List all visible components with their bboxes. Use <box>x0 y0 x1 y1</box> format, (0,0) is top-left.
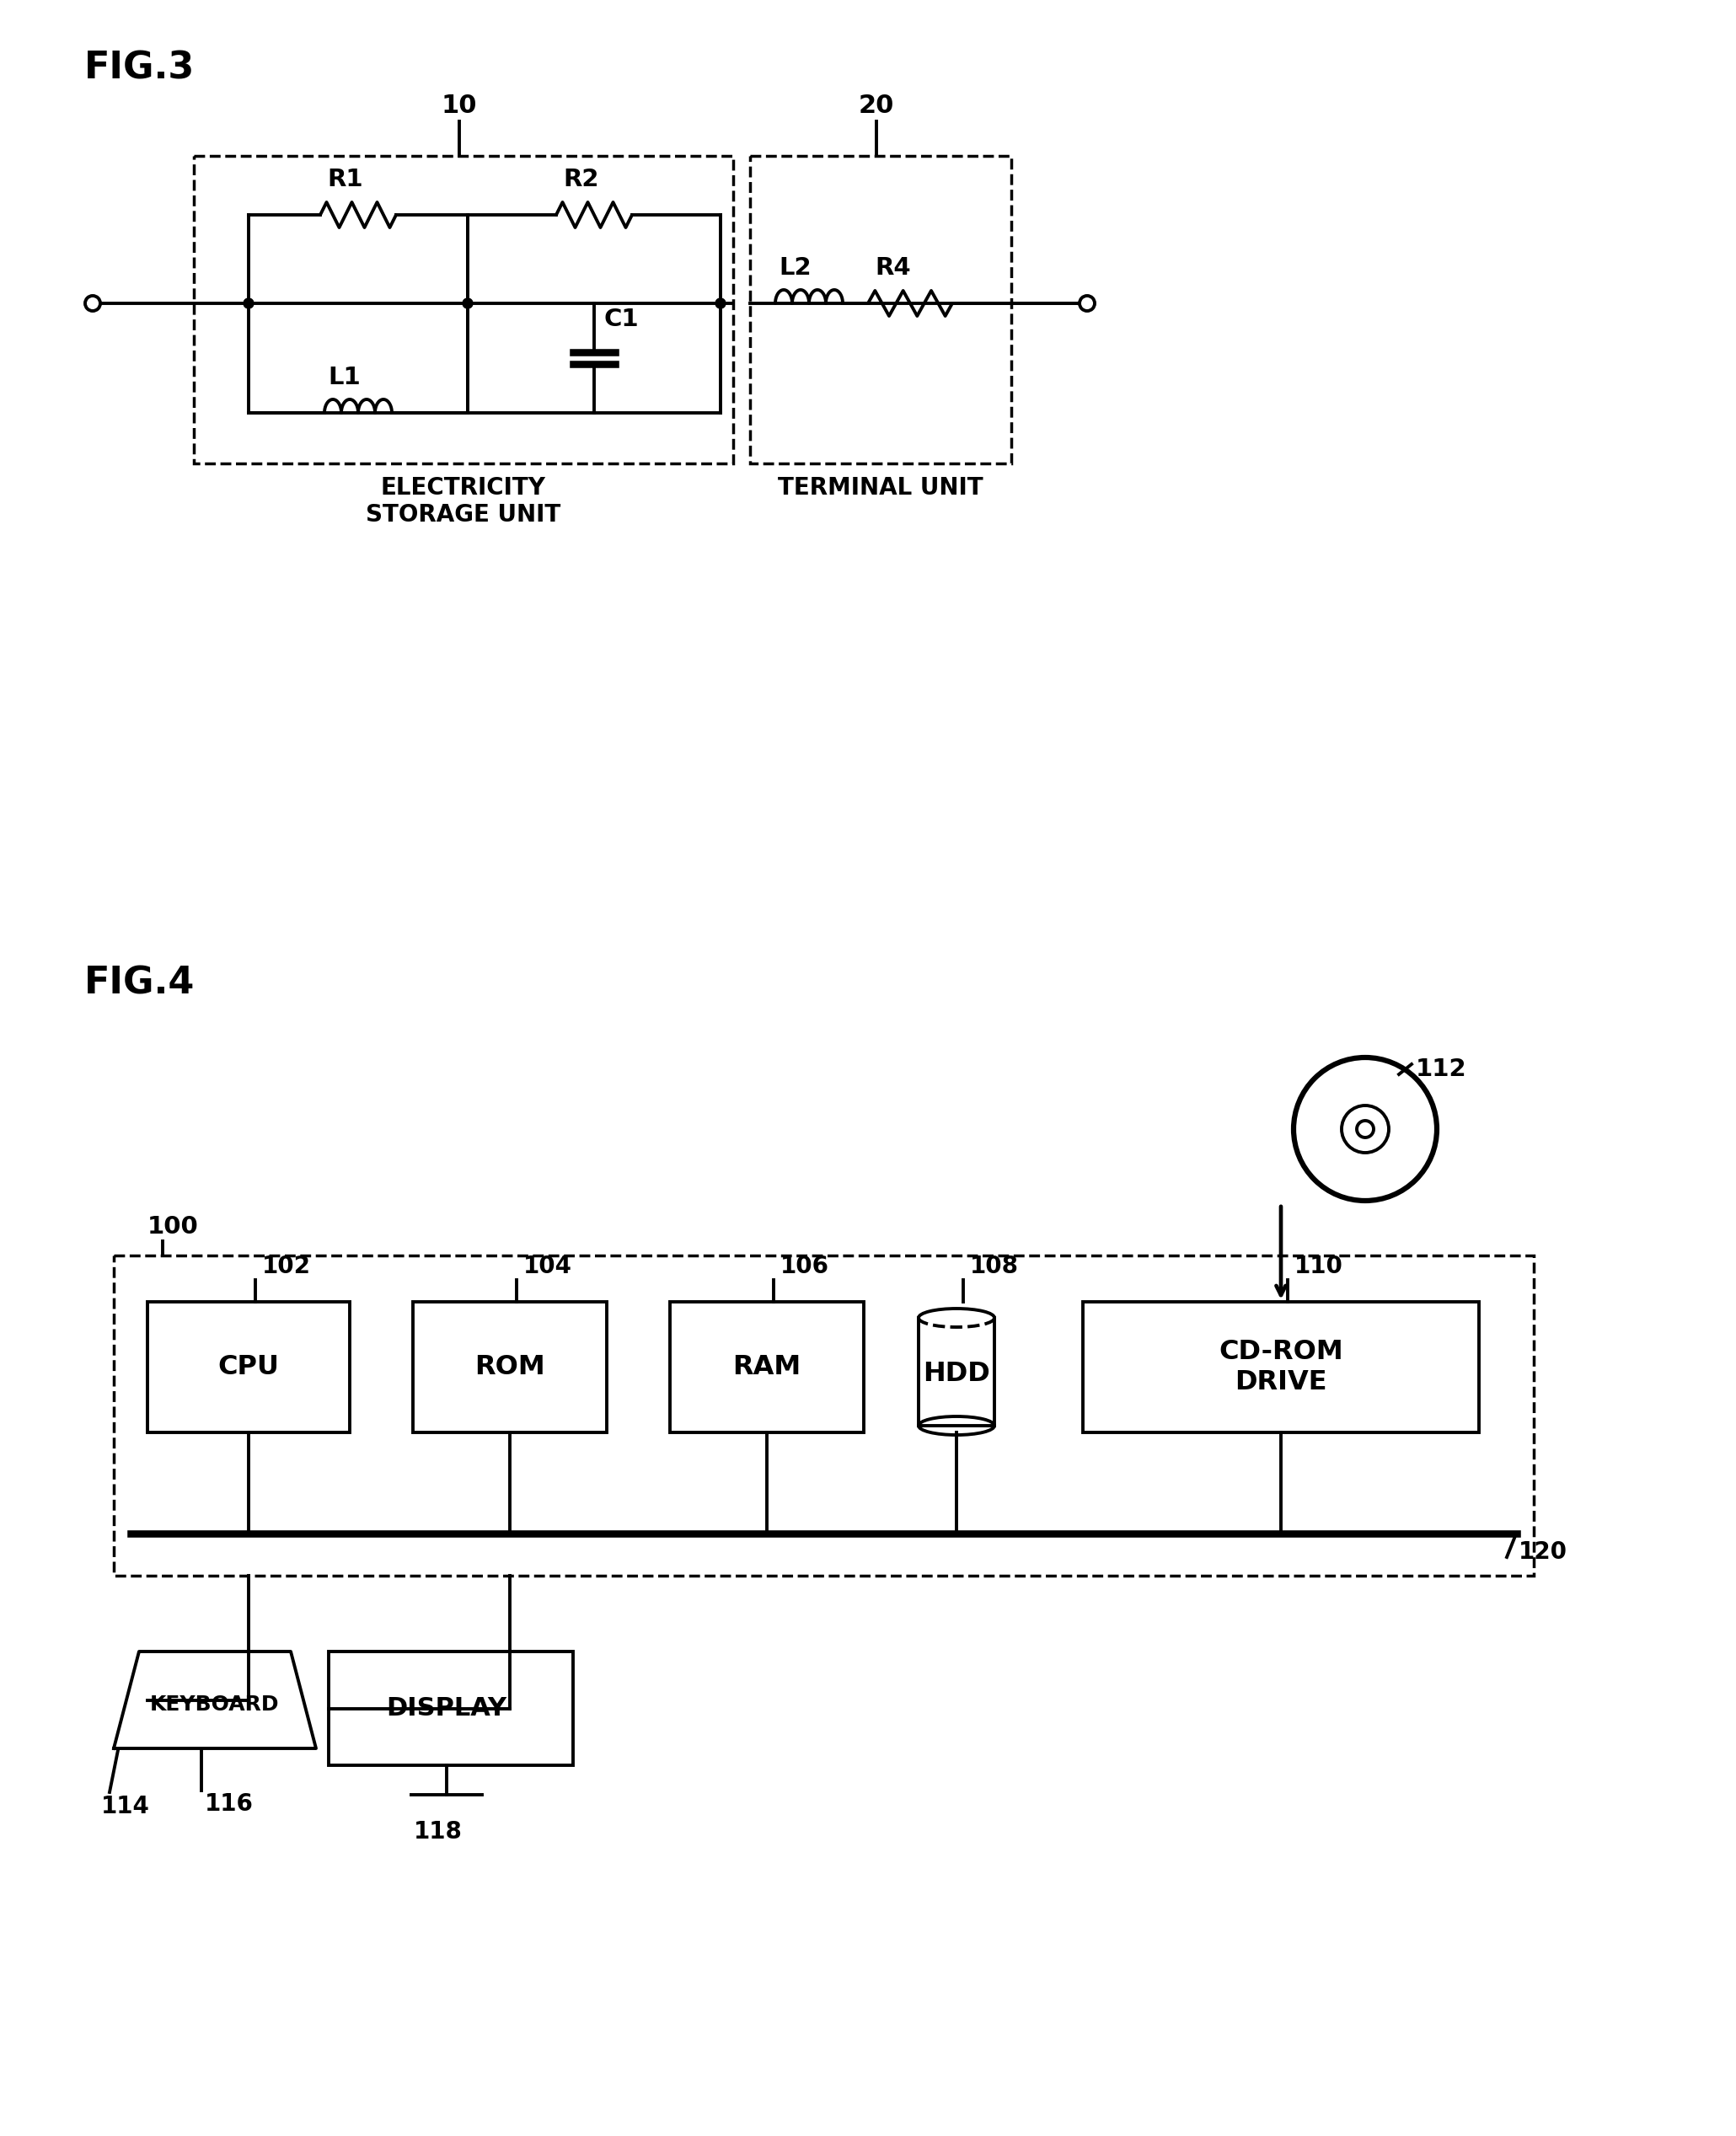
Text: TERMINAL UNIT: TERMINAL UNIT <box>778 476 983 500</box>
Text: 116: 116 <box>205 1792 253 1816</box>
Text: R2: R2 <box>562 169 599 192</box>
Text: 120: 120 <box>1519 1540 1568 1564</box>
Text: FIG.3: FIG.3 <box>85 51 194 88</box>
Text: ROM: ROM <box>474 1354 545 1380</box>
Circle shape <box>243 299 253 308</box>
Text: 108: 108 <box>970 1254 1019 1277</box>
Text: HDD: HDD <box>924 1361 990 1386</box>
Text: ELECTRICITY
STORAGE UNIT: ELECTRICITY STORAGE UNIT <box>366 476 561 528</box>
Text: R1: R1 <box>326 169 363 192</box>
Text: FIG.4: FIG.4 <box>85 965 194 1002</box>
Text: DISPLAY: DISPLAY <box>387 1696 507 1722</box>
Text: R4: R4 <box>875 256 911 280</box>
Text: 114: 114 <box>101 1794 149 1818</box>
Text: 10: 10 <box>441 94 477 117</box>
Text: 20: 20 <box>859 94 894 117</box>
Text: 100: 100 <box>148 1215 198 1239</box>
Text: 102: 102 <box>262 1254 311 1277</box>
Text: 118: 118 <box>413 1820 462 1843</box>
Text: CPU: CPU <box>217 1354 279 1380</box>
Text: KEYBOARD: KEYBOARD <box>151 1694 279 1715</box>
Text: 112: 112 <box>1417 1057 1467 1081</box>
Text: 106: 106 <box>781 1254 830 1277</box>
Text: RAM: RAM <box>733 1354 800 1380</box>
Text: CD-ROM
DRIVE: CD-ROM DRIVE <box>1219 1339 1344 1395</box>
Polygon shape <box>115 1651 316 1749</box>
Circle shape <box>464 299 472 308</box>
Text: C1: C1 <box>604 308 639 331</box>
Text: 104: 104 <box>523 1254 573 1277</box>
Text: L1: L1 <box>328 365 361 389</box>
Text: 110: 110 <box>1295 1254 1344 1277</box>
Circle shape <box>715 299 726 308</box>
Text: L2: L2 <box>779 256 811 280</box>
